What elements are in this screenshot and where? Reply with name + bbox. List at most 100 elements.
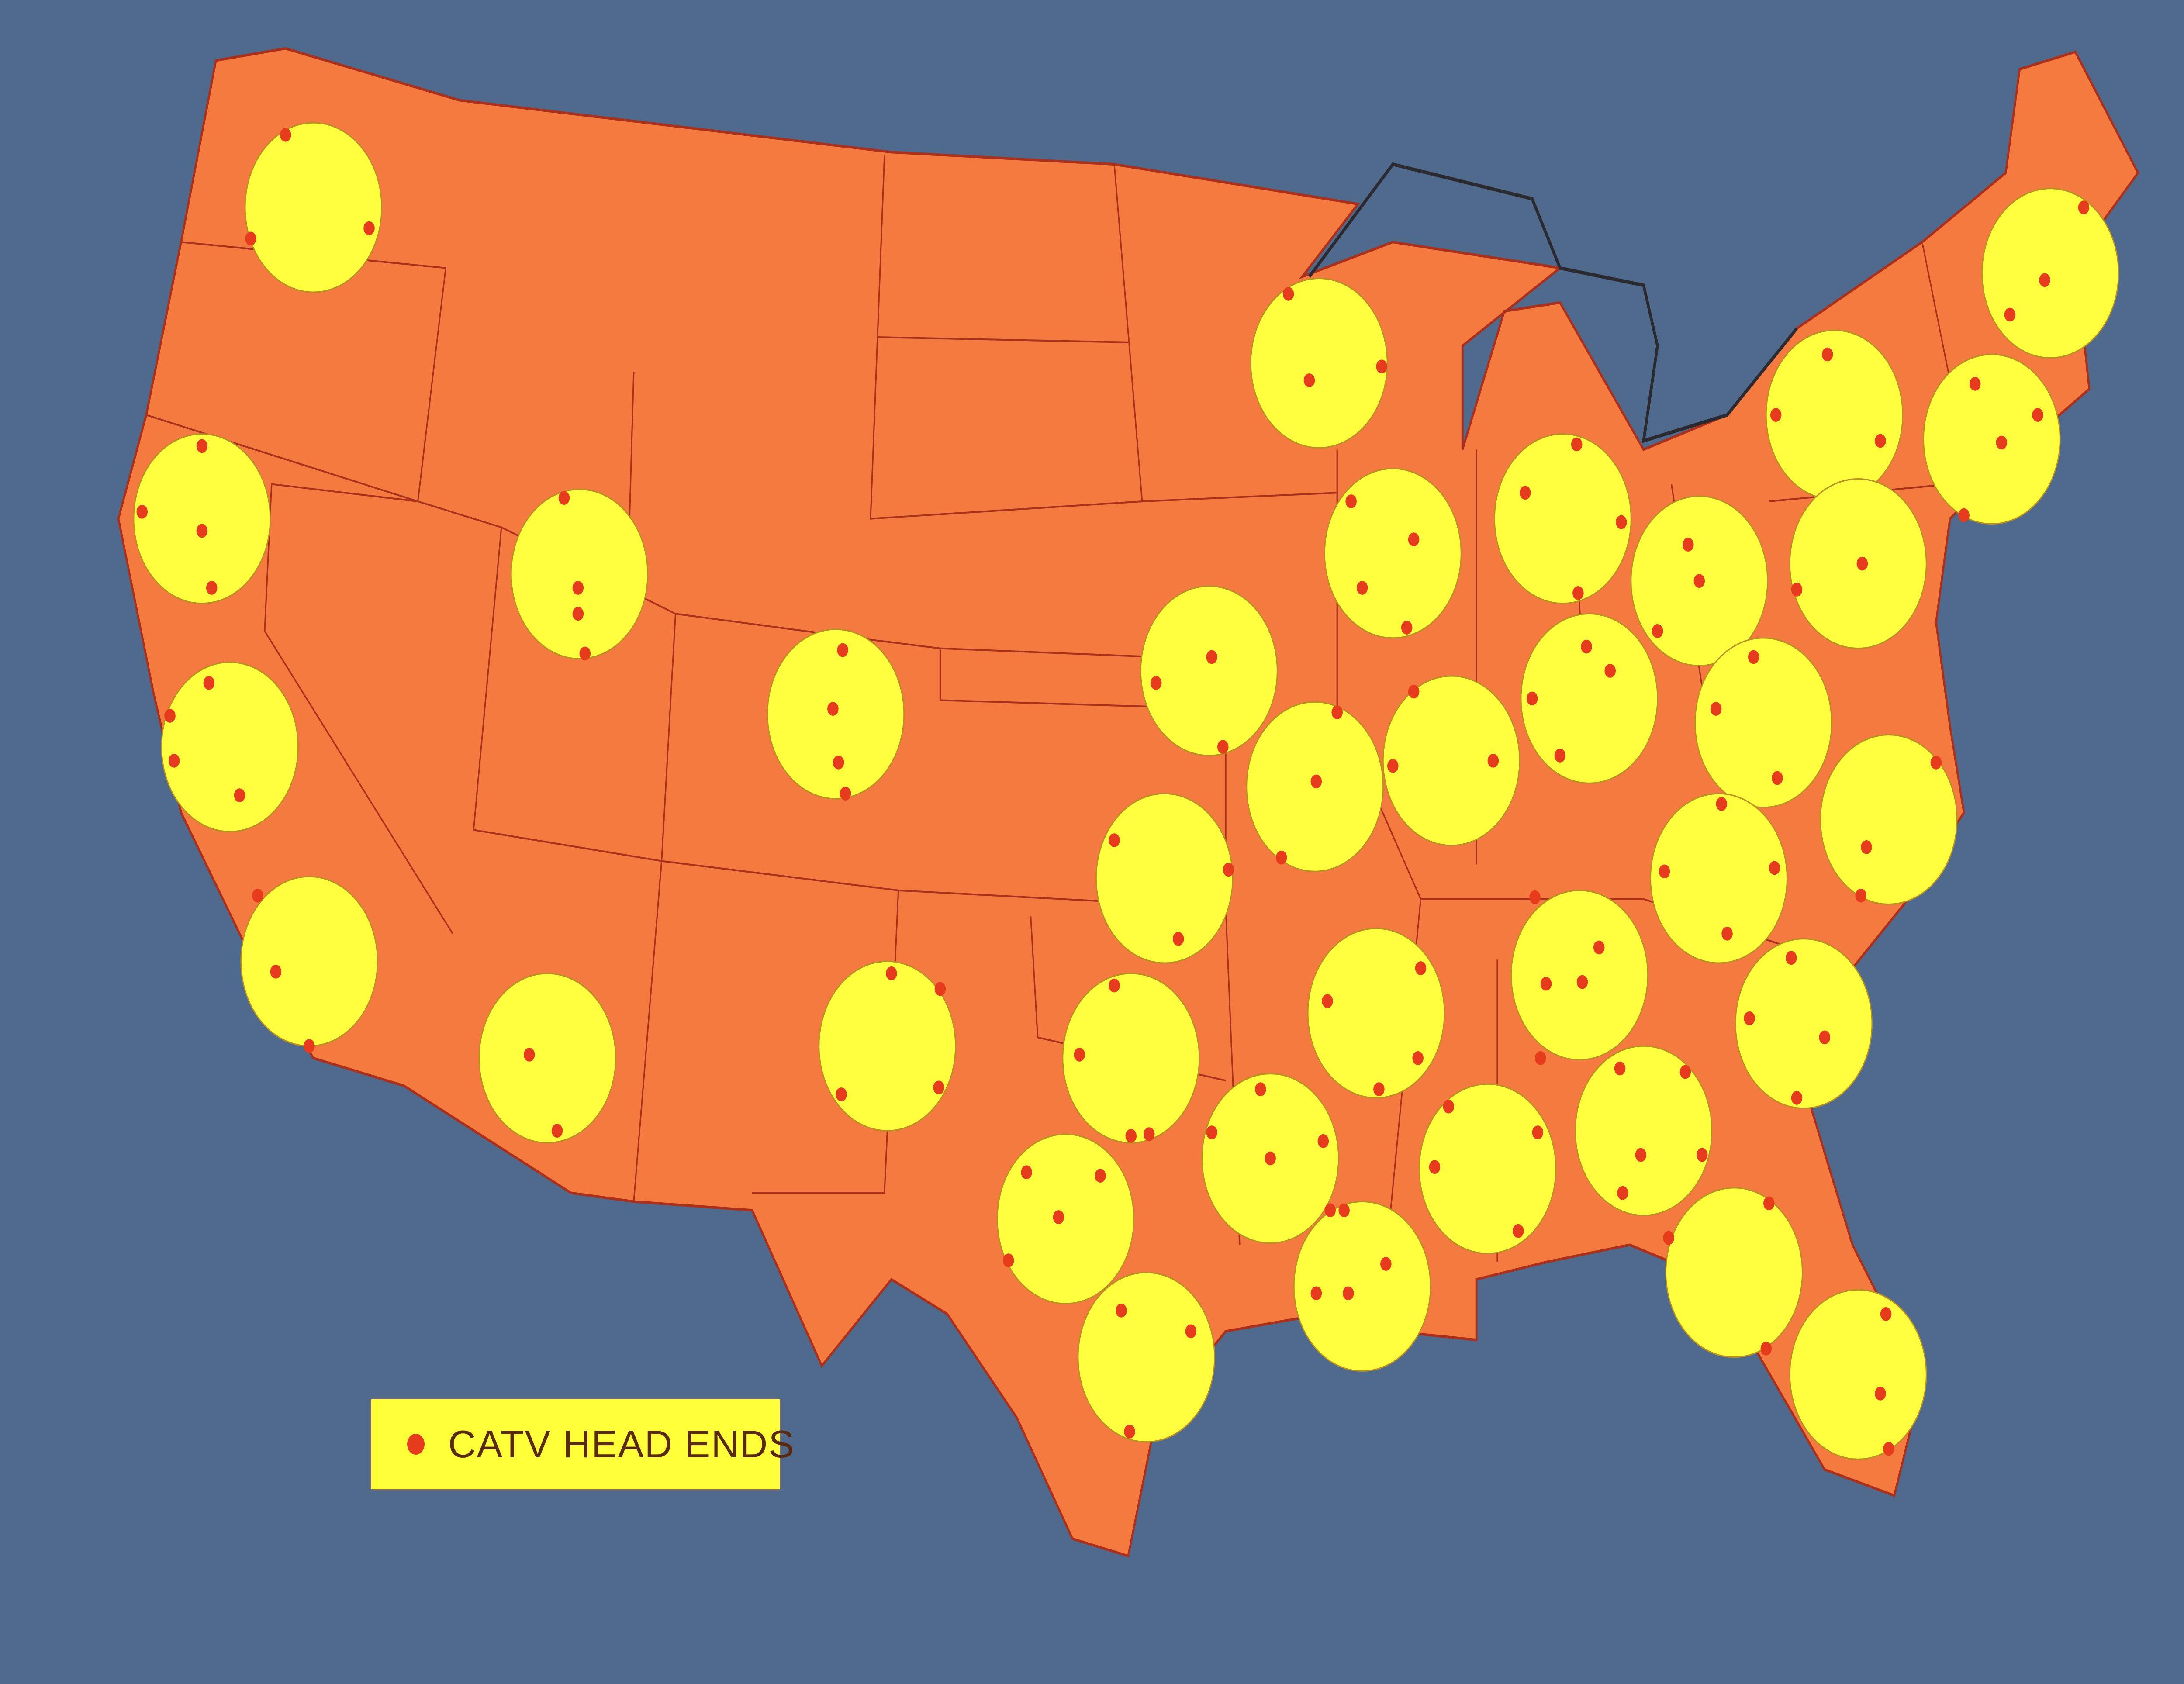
head-end-dot bbox=[1786, 951, 1797, 965]
head-end-dot bbox=[1540, 977, 1552, 991]
head-end-dot bbox=[2004, 307, 2016, 322]
head-end-dot bbox=[1772, 771, 1783, 785]
coverage-circle bbox=[1981, 187, 2119, 359]
coverage-circle bbox=[1293, 1201, 1431, 1372]
head-end-dot bbox=[1275, 850, 1287, 865]
head-end-dot bbox=[1338, 1203, 1350, 1218]
head-end-dot bbox=[1125, 1129, 1137, 1143]
head-end-dot bbox=[1763, 1196, 1775, 1211]
head-end-dot bbox=[1652, 624, 1663, 638]
legend-label: CATV HEAD ENDS bbox=[448, 1422, 795, 1466]
head-end-dot bbox=[1581, 639, 1592, 654]
head-end-dot bbox=[1429, 1160, 1441, 1174]
coverage-circle bbox=[1510, 890, 1648, 1061]
head-end-dot bbox=[1342, 1286, 1354, 1301]
coverage-circle bbox=[1307, 928, 1445, 1099]
head-end-dot bbox=[1760, 1342, 1772, 1356]
head-end-dot bbox=[1663, 1231, 1674, 1245]
head-end-dot bbox=[1716, 797, 1728, 811]
coverage-circle bbox=[996, 1133, 1134, 1304]
head-end-dot bbox=[1930, 756, 1942, 770]
head-end-dot bbox=[203, 676, 215, 690]
head-end-dot bbox=[1958, 508, 1970, 522]
head-end-dot bbox=[840, 787, 851, 801]
head-end-dot bbox=[1554, 749, 1566, 763]
coverage-circle bbox=[511, 488, 649, 659]
coverage-circle bbox=[1694, 637, 1832, 808]
head-end-dot bbox=[551, 1124, 563, 1138]
head-end-dot bbox=[523, 1048, 535, 1062]
head-end-dot bbox=[1172, 932, 1184, 946]
head-end-dot bbox=[1683, 538, 1694, 552]
head-end-dot bbox=[270, 965, 282, 979]
head-end-dot bbox=[934, 982, 946, 996]
coverage-circle bbox=[240, 876, 378, 1047]
head-end-dot bbox=[1408, 684, 1420, 699]
head-end-dot bbox=[1969, 377, 1981, 391]
head-end-dot bbox=[252, 888, 263, 903]
head-end-dot bbox=[1526, 691, 1538, 706]
head-end-dot bbox=[1604, 664, 1616, 678]
head-end-dot bbox=[1710, 702, 1722, 716]
head-end-dot bbox=[1185, 1324, 1197, 1339]
head-end-dot bbox=[1223, 863, 1234, 877]
head-end-dot bbox=[1791, 583, 1803, 597]
head-end-dot bbox=[1856, 556, 1868, 571]
head-end-dot bbox=[558, 491, 570, 505]
head-end-dot bbox=[836, 1087, 847, 1101]
head-end-dot bbox=[2032, 408, 2043, 422]
head-end-dot bbox=[1150, 676, 1162, 690]
head-end-dot bbox=[1513, 1224, 1524, 1238]
coverage-circle bbox=[1077, 1272, 1215, 1443]
head-end-dot bbox=[363, 221, 375, 235]
coverage-circle bbox=[1324, 468, 1462, 639]
head-end-dot bbox=[1002, 1253, 1014, 1267]
head-end-dot bbox=[1615, 515, 1627, 529]
coverage-circle bbox=[1766, 329, 1904, 500]
coverage-circle bbox=[478, 973, 616, 1144]
head-end-dot bbox=[1679, 1065, 1691, 1079]
head-end-dot bbox=[1748, 650, 1759, 664]
head-end-dot bbox=[1074, 1048, 1085, 1062]
head-end-dot bbox=[280, 128, 291, 142]
head-end-dot bbox=[1143, 1127, 1155, 1141]
red-dot-icon bbox=[407, 1434, 425, 1455]
coverage-circle bbox=[1520, 613, 1658, 784]
head-end-dot bbox=[1593, 940, 1605, 955]
head-end-dot bbox=[1819, 1030, 1831, 1045]
head-end-dot bbox=[2078, 200, 2090, 214]
coverage-circle bbox=[1923, 353, 2061, 525]
coverage-circle bbox=[1140, 585, 1278, 756]
head-end-dot bbox=[1095, 1169, 1106, 1183]
head-end-dot bbox=[1693, 574, 1705, 588]
head-end-dots bbox=[136, 128, 2090, 1456]
coverage-circle bbox=[161, 661, 299, 832]
head-end-dot bbox=[1206, 1125, 1217, 1139]
head-end-dot bbox=[1487, 754, 1499, 768]
head-end-dot bbox=[1659, 864, 1670, 879]
head-end-dot bbox=[304, 1039, 315, 1053]
head-end-dot bbox=[196, 524, 208, 538]
head-end-dot bbox=[933, 1080, 944, 1095]
head-end-dot bbox=[1401, 621, 1413, 635]
head-end-dot bbox=[1770, 408, 1782, 422]
legend: CATV HEAD ENDS bbox=[371, 1399, 794, 1489]
head-end-dot bbox=[1331, 705, 1343, 719]
head-end-dot bbox=[1635, 1148, 1647, 1162]
coverage-circle bbox=[244, 122, 382, 293]
coverage-circle bbox=[1665, 1187, 1803, 1358]
head-end-dot bbox=[1529, 890, 1541, 904]
coverage-circle bbox=[1575, 1045, 1713, 1216]
head-end-dot bbox=[886, 966, 897, 980]
head-end-dot bbox=[1572, 586, 1584, 600]
head-end-dot bbox=[1053, 1210, 1064, 1224]
head-end-dot bbox=[1875, 434, 1886, 448]
coverage-circle bbox=[1789, 1289, 1927, 1460]
head-end-dot bbox=[1310, 774, 1322, 789]
head-end-dot bbox=[1791, 1091, 1803, 1105]
head-end-dot bbox=[1875, 1387, 1886, 1401]
head-end-dot bbox=[2039, 273, 2050, 287]
head-end-dot bbox=[1255, 1082, 1266, 1096]
head-end-dot bbox=[1855, 888, 1866, 903]
